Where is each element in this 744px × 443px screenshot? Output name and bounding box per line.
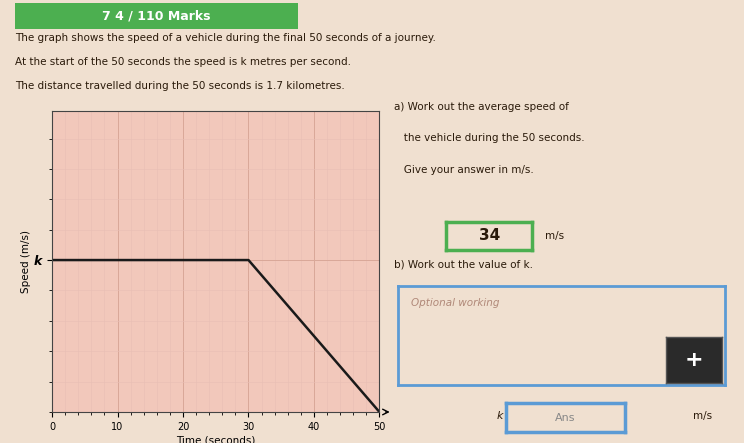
- Text: The distance travelled during the 50 seconds is 1.7 kilometres.: The distance travelled during the 50 sec…: [15, 82, 344, 91]
- Text: +: +: [684, 350, 703, 370]
- Text: a) Work out the average speed of: a) Work out the average speed of: [394, 102, 569, 112]
- Text: k: k: [496, 412, 503, 421]
- Text: At the start of the 50 seconds the speed is k metres per second.: At the start of the 50 seconds the speed…: [15, 57, 351, 67]
- Text: the vehicle during the 50 seconds.: the vehicle during the 50 seconds.: [394, 133, 585, 143]
- Text: 34: 34: [478, 229, 500, 243]
- Text: 7 4 / 110 Marks: 7 4 / 110 Marks: [102, 9, 211, 23]
- Text: Give your answer in m/s.: Give your answer in m/s.: [394, 165, 534, 175]
- Text: b) Work out the value of k.: b) Work out the value of k.: [394, 260, 533, 270]
- Y-axis label: Speed (m/s): Speed (m/s): [22, 230, 31, 293]
- Text: The graph shows the speed of a vehicle during the final 50 seconds of a journey.: The graph shows the speed of a vehicle d…: [15, 33, 436, 43]
- Text: Optional working: Optional working: [411, 298, 500, 308]
- Text: m/s: m/s: [693, 412, 712, 421]
- Text: Ans: Ans: [555, 412, 576, 423]
- X-axis label: Time (seconds): Time (seconds): [176, 436, 255, 443]
- Text: m/s: m/s: [545, 231, 564, 241]
